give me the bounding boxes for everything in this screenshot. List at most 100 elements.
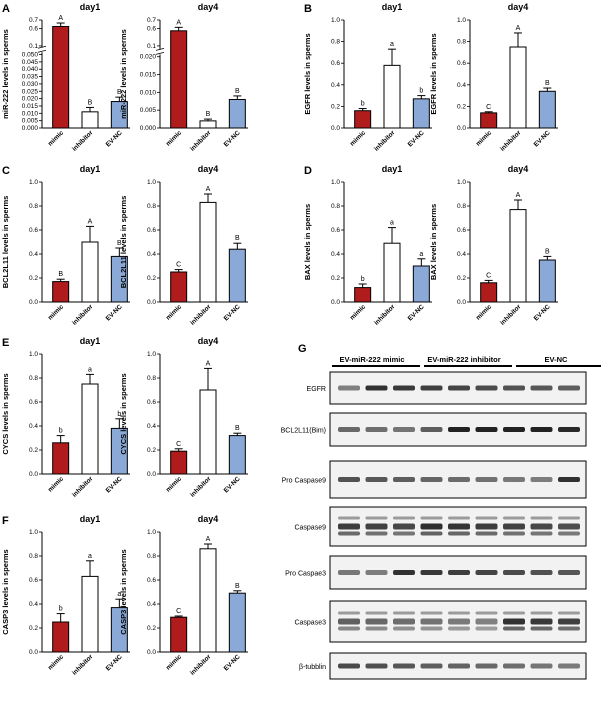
- y-tick-label: 0.2: [331, 275, 340, 282]
- y-tick-label: 1.0: [331, 179, 340, 186]
- x-category-label: EV-NC: [105, 653, 124, 672]
- y-tick-label: 0.4: [457, 251, 466, 258]
- blot-band: [365, 611, 388, 615]
- blot-band: [393, 385, 415, 391]
- significance-letter: A: [206, 536, 211, 543]
- bar-ev-nc: [412, 98, 430, 129]
- x-category-label: inhibitor: [499, 303, 523, 327]
- significance-letter: A: [516, 25, 521, 32]
- y-tick-label: 0.6: [29, 577, 38, 584]
- blot-band: [558, 663, 580, 669]
- bar-ev-nc: [228, 592, 246, 653]
- panel-letter-E: E: [2, 337, 9, 349]
- chart-c2: day4 0.0 0.2 0.4 0.6 0.8 1.0 BCL2L11 levels in …: [119, 164, 248, 327]
- blot-row-label: β-tubblin: [299, 664, 326, 671]
- x-category-label: EV-NC: [105, 475, 124, 494]
- y-tick-label: 0.010: [140, 89, 157, 96]
- blot-band: [393, 618, 415, 625]
- x-category-label: EV-NC: [105, 303, 124, 322]
- x-category-label: inhibitor: [373, 303, 397, 327]
- y-tick-label: 0.0: [147, 649, 156, 656]
- y-tick-label: 0.2: [147, 625, 156, 632]
- blot-band: [393, 570, 415, 575]
- y-axis-label: BAX levels in sperms: [429, 204, 438, 280]
- blot-band: [530, 618, 553, 625]
- blot-band: [420, 477, 443, 482]
- y-tick-label: 0.6: [147, 26, 156, 33]
- blot-band: [393, 611, 415, 615]
- significance-letter: B: [58, 271, 63, 278]
- blot-band: [393, 531, 415, 536]
- axis-break-mark: [155, 48, 165, 51]
- y-tick-label: 0.0: [331, 299, 340, 306]
- bar-ev-nc: [538, 259, 556, 303]
- blot-row-label: Caspase9: [294, 525, 326, 532]
- y-tick-label: 1.0: [147, 179, 156, 186]
- blot-band: [475, 516, 498, 520]
- blot-band: [420, 531, 443, 536]
- y-tick-label: 0.4: [29, 601, 38, 608]
- y-tick-label: 0.4: [29, 423, 38, 430]
- y-tick-label: 0.000: [22, 125, 39, 132]
- axis-break-gap: [156, 49, 164, 55]
- blot-band: [365, 570, 388, 575]
- x-category-label: EV-NC: [223, 475, 242, 494]
- blot-row-label: Caspase3: [294, 620, 326, 627]
- blot-row-label: EGFR: [307, 386, 326, 393]
- bar-ev-nc: [538, 90, 556, 129]
- blot-band: [558, 385, 580, 391]
- y-tick-label: 0.8: [29, 553, 38, 560]
- significance-letter: b: [59, 606, 63, 613]
- bar-mimic: [170, 271, 188, 303]
- blot-band: [338, 618, 360, 625]
- x-category-label: EV-NC: [407, 129, 426, 148]
- y-tick-label: 0.8: [29, 203, 38, 210]
- significance-letter: B: [88, 99, 93, 106]
- blot-band: [338, 611, 360, 615]
- y-tick-label: 0.8: [457, 39, 466, 46]
- y-tick-label: 0.2: [147, 447, 156, 454]
- blot-band: [393, 477, 415, 482]
- y-tick-label: 0.2: [331, 103, 340, 110]
- y-tick-label: 0.6: [331, 227, 340, 234]
- y-tick-label: 0.7: [147, 17, 156, 24]
- y-tick-label: 0.4: [331, 251, 340, 258]
- blot-band: [503, 531, 525, 536]
- x-category-label: mimic: [165, 475, 184, 494]
- significance-letter: A: [58, 15, 63, 22]
- x-category-label: mimic: [165, 129, 184, 148]
- bar-inhibitor: [199, 201, 217, 303]
- x-category-label: mimic: [165, 303, 184, 322]
- y-axis-label: BCL2L11 levels in sperms: [119, 196, 128, 289]
- y-axis-label: miR-222 levels in sperms: [1, 29, 10, 119]
- blot-band: [420, 516, 443, 520]
- blot-band: [530, 611, 553, 615]
- chart-title: day1: [382, 2, 403, 12]
- y-tick-label: 0.6: [29, 26, 38, 33]
- blot-band: [420, 626, 443, 631]
- bar-inhibitor: [81, 111, 99, 129]
- bar-ev-nc: [228, 435, 246, 475]
- significance-letter: B: [206, 111, 211, 118]
- x-category-label: EV-NC: [223, 653, 242, 672]
- significance-letter: b: [361, 276, 365, 283]
- chart-b2: day4 0.0 0.2 0.4 0.6 0.8 1.0 EGFR levels in spe…: [429, 2, 558, 153]
- y-tick-label: 1.0: [29, 179, 38, 186]
- bar-mimic: [52, 621, 70, 653]
- blot-band: [503, 385, 525, 391]
- blot-band: [420, 427, 443, 432]
- y-tick-label: 0.0: [29, 299, 38, 306]
- blot-group-label: EV-NC: [545, 355, 569, 364]
- blot-band: [503, 611, 525, 615]
- blot-band: [475, 385, 498, 391]
- chart-title: day1: [80, 2, 101, 12]
- y-tick-label: 0.4: [457, 82, 466, 89]
- chart-title: day4: [508, 164, 529, 174]
- y-tick-label: 0.0: [29, 649, 38, 656]
- y-axis-label: BCL2L11 levels in sperms: [1, 196, 10, 289]
- bar-mimic: [52, 442, 70, 475]
- y-tick-label: 0.0: [147, 471, 156, 478]
